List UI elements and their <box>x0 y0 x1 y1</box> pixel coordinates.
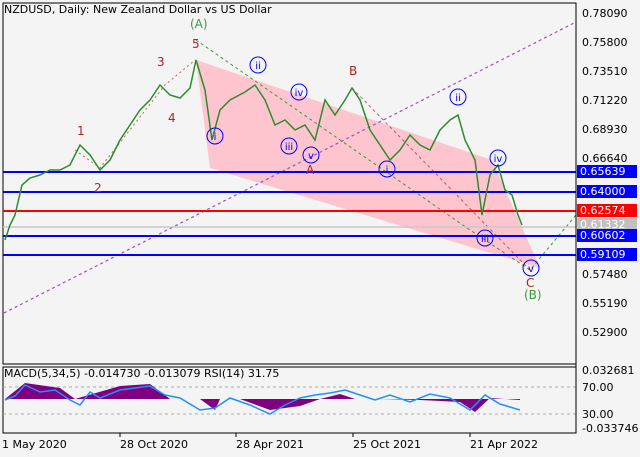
y-axis-label: 0.75800 <box>582 36 628 49</box>
svg-text:iii: iii <box>285 142 293 153</box>
y-axis-label: 0.68930 <box>582 123 628 136</box>
y-axis-label: 0.73510 <box>582 65 628 78</box>
svg-text:5: 5 <box>192 37 200 51</box>
svg-text:A: A <box>306 163 315 177</box>
price-series <box>4 59 523 241</box>
svg-text:ii: ii <box>455 93 461 104</box>
trend-line <box>3 21 577 314</box>
y-axis-label: 0.71220 <box>582 94 628 107</box>
price-tag-current: 0.61332 <box>577 218 637 231</box>
x-axis-label: 1 May 2020 <box>2 438 67 451</box>
svg-text:iv: iv <box>295 88 304 99</box>
y-axis-label: 0.66640 <box>582 152 628 165</box>
price-tag-065639: 0.65639 <box>577 165 637 178</box>
svg-text:ii: ii <box>255 61 261 72</box>
x-axis-label: 25 Oct 2021 <box>353 438 422 451</box>
svg-text:3: 3 <box>157 55 165 69</box>
indicator-axis-label: 30.00 <box>582 408 614 421</box>
price-tag-064000: 0.64000 <box>577 185 637 198</box>
indicator-title: MACD(5,34,5) -0.014730 -0.013079 RSI(14)… <box>4 367 280 380</box>
svg-text:(A): (A) <box>190 17 208 31</box>
svg-text:v: v <box>308 151 314 162</box>
svg-text:iii: iii <box>481 234 489 245</box>
indicator-axis-label: 0.032681 <box>582 364 635 377</box>
x-axis-label: 28 Apr 2021 <box>236 438 305 451</box>
svg-text:(B): (B) <box>524 288 542 302</box>
svg-text:4: 4 <box>168 111 176 125</box>
x-axis-label: 28 Oct 2020 <box>120 438 189 451</box>
y-axis-label: 0.57480 <box>582 268 628 281</box>
price-tag-062574: 0.62574 <box>577 204 637 217</box>
indicator-axis-label: 70.00 <box>582 381 614 394</box>
svg-text:v: v <box>528 264 534 275</box>
price-tag-059109: 0.59109 <box>577 248 637 261</box>
svg-text:iv: iv <box>494 154 503 165</box>
price-channel <box>196 60 540 268</box>
svg-text:2: 2 <box>94 181 102 195</box>
x-axis-label: 21 Apr 2022 <box>470 438 539 451</box>
svg-text:B: B <box>349 64 357 78</box>
y-axis-label: 0.55190 <box>582 297 628 310</box>
svg-text:i: i <box>386 165 389 176</box>
chart-title: NZDUSD, Daily: New Zealand Dollar vs US … <box>4 3 272 16</box>
y-axis-label: 0.78090 <box>582 7 628 20</box>
svg-text:i: i <box>214 132 217 143</box>
svg-text:C: C <box>526 276 534 290</box>
y-axis-label: 0.52900 <box>582 326 628 339</box>
macd-histogram <box>5 383 520 412</box>
svg-text:1: 1 <box>77 124 85 138</box>
price-tag-060602: 0.60602 <box>577 229 637 242</box>
indicator-axis-label: -0.033746 <box>582 422 639 435</box>
rsi-line <box>4 384 521 415</box>
